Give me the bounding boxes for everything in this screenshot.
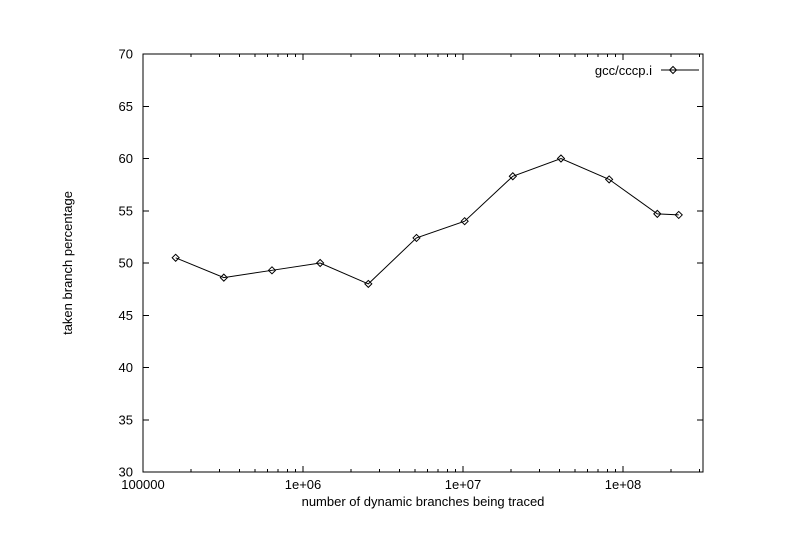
y-tick-label: 30 xyxy=(119,465,133,480)
axis-ticks xyxy=(142,53,703,473)
y-tick-label: 50 xyxy=(119,256,133,271)
data-point-marker xyxy=(604,175,614,184)
data-point-marker xyxy=(460,216,469,226)
plot-border xyxy=(142,53,704,473)
legend-label: gcc/cccp.i xyxy=(595,63,652,78)
data-point-marker xyxy=(219,273,229,282)
data-line xyxy=(175,157,679,285)
legend-sample-marker xyxy=(668,65,678,75)
y-tick-label: 70 xyxy=(119,47,133,62)
data-point-marker xyxy=(315,258,325,268)
data-point-marker xyxy=(556,154,566,163)
data-point-marker xyxy=(508,172,518,181)
x-axis-label: number of dynamic branches being traced xyxy=(302,494,545,509)
data-point-marker xyxy=(267,266,277,275)
legend: gcc/cccp.i xyxy=(595,63,699,78)
data-point-marker xyxy=(653,209,662,219)
y-axis-label: taken branch percentage xyxy=(60,191,75,335)
y-tick-label: 35 xyxy=(119,412,133,427)
y-tick-label: 40 xyxy=(119,360,133,375)
tick-labels: 30 35 40 45 50 55 60 65 70 100000 1e+06 1e+07 1e+08 xyxy=(119,47,642,493)
x-tick-label: 100000 xyxy=(121,477,164,492)
legend-sample xyxy=(661,65,699,75)
data-point-marker xyxy=(364,279,373,289)
y-tick-label: 65 xyxy=(119,99,133,114)
x-tick-label: 1e+07 xyxy=(445,477,482,492)
data-point-marker xyxy=(171,253,180,262)
y-tick-label: 45 xyxy=(119,308,133,323)
data-point-marker xyxy=(674,210,683,220)
y-tick-label: 55 xyxy=(119,203,133,218)
data-point-marker xyxy=(412,233,421,243)
y-tick-label: 60 xyxy=(119,151,133,166)
x-tick-label: 1e+06 xyxy=(285,477,322,492)
data-series xyxy=(171,154,683,289)
x-tick-label: 1e+08 xyxy=(605,477,642,492)
